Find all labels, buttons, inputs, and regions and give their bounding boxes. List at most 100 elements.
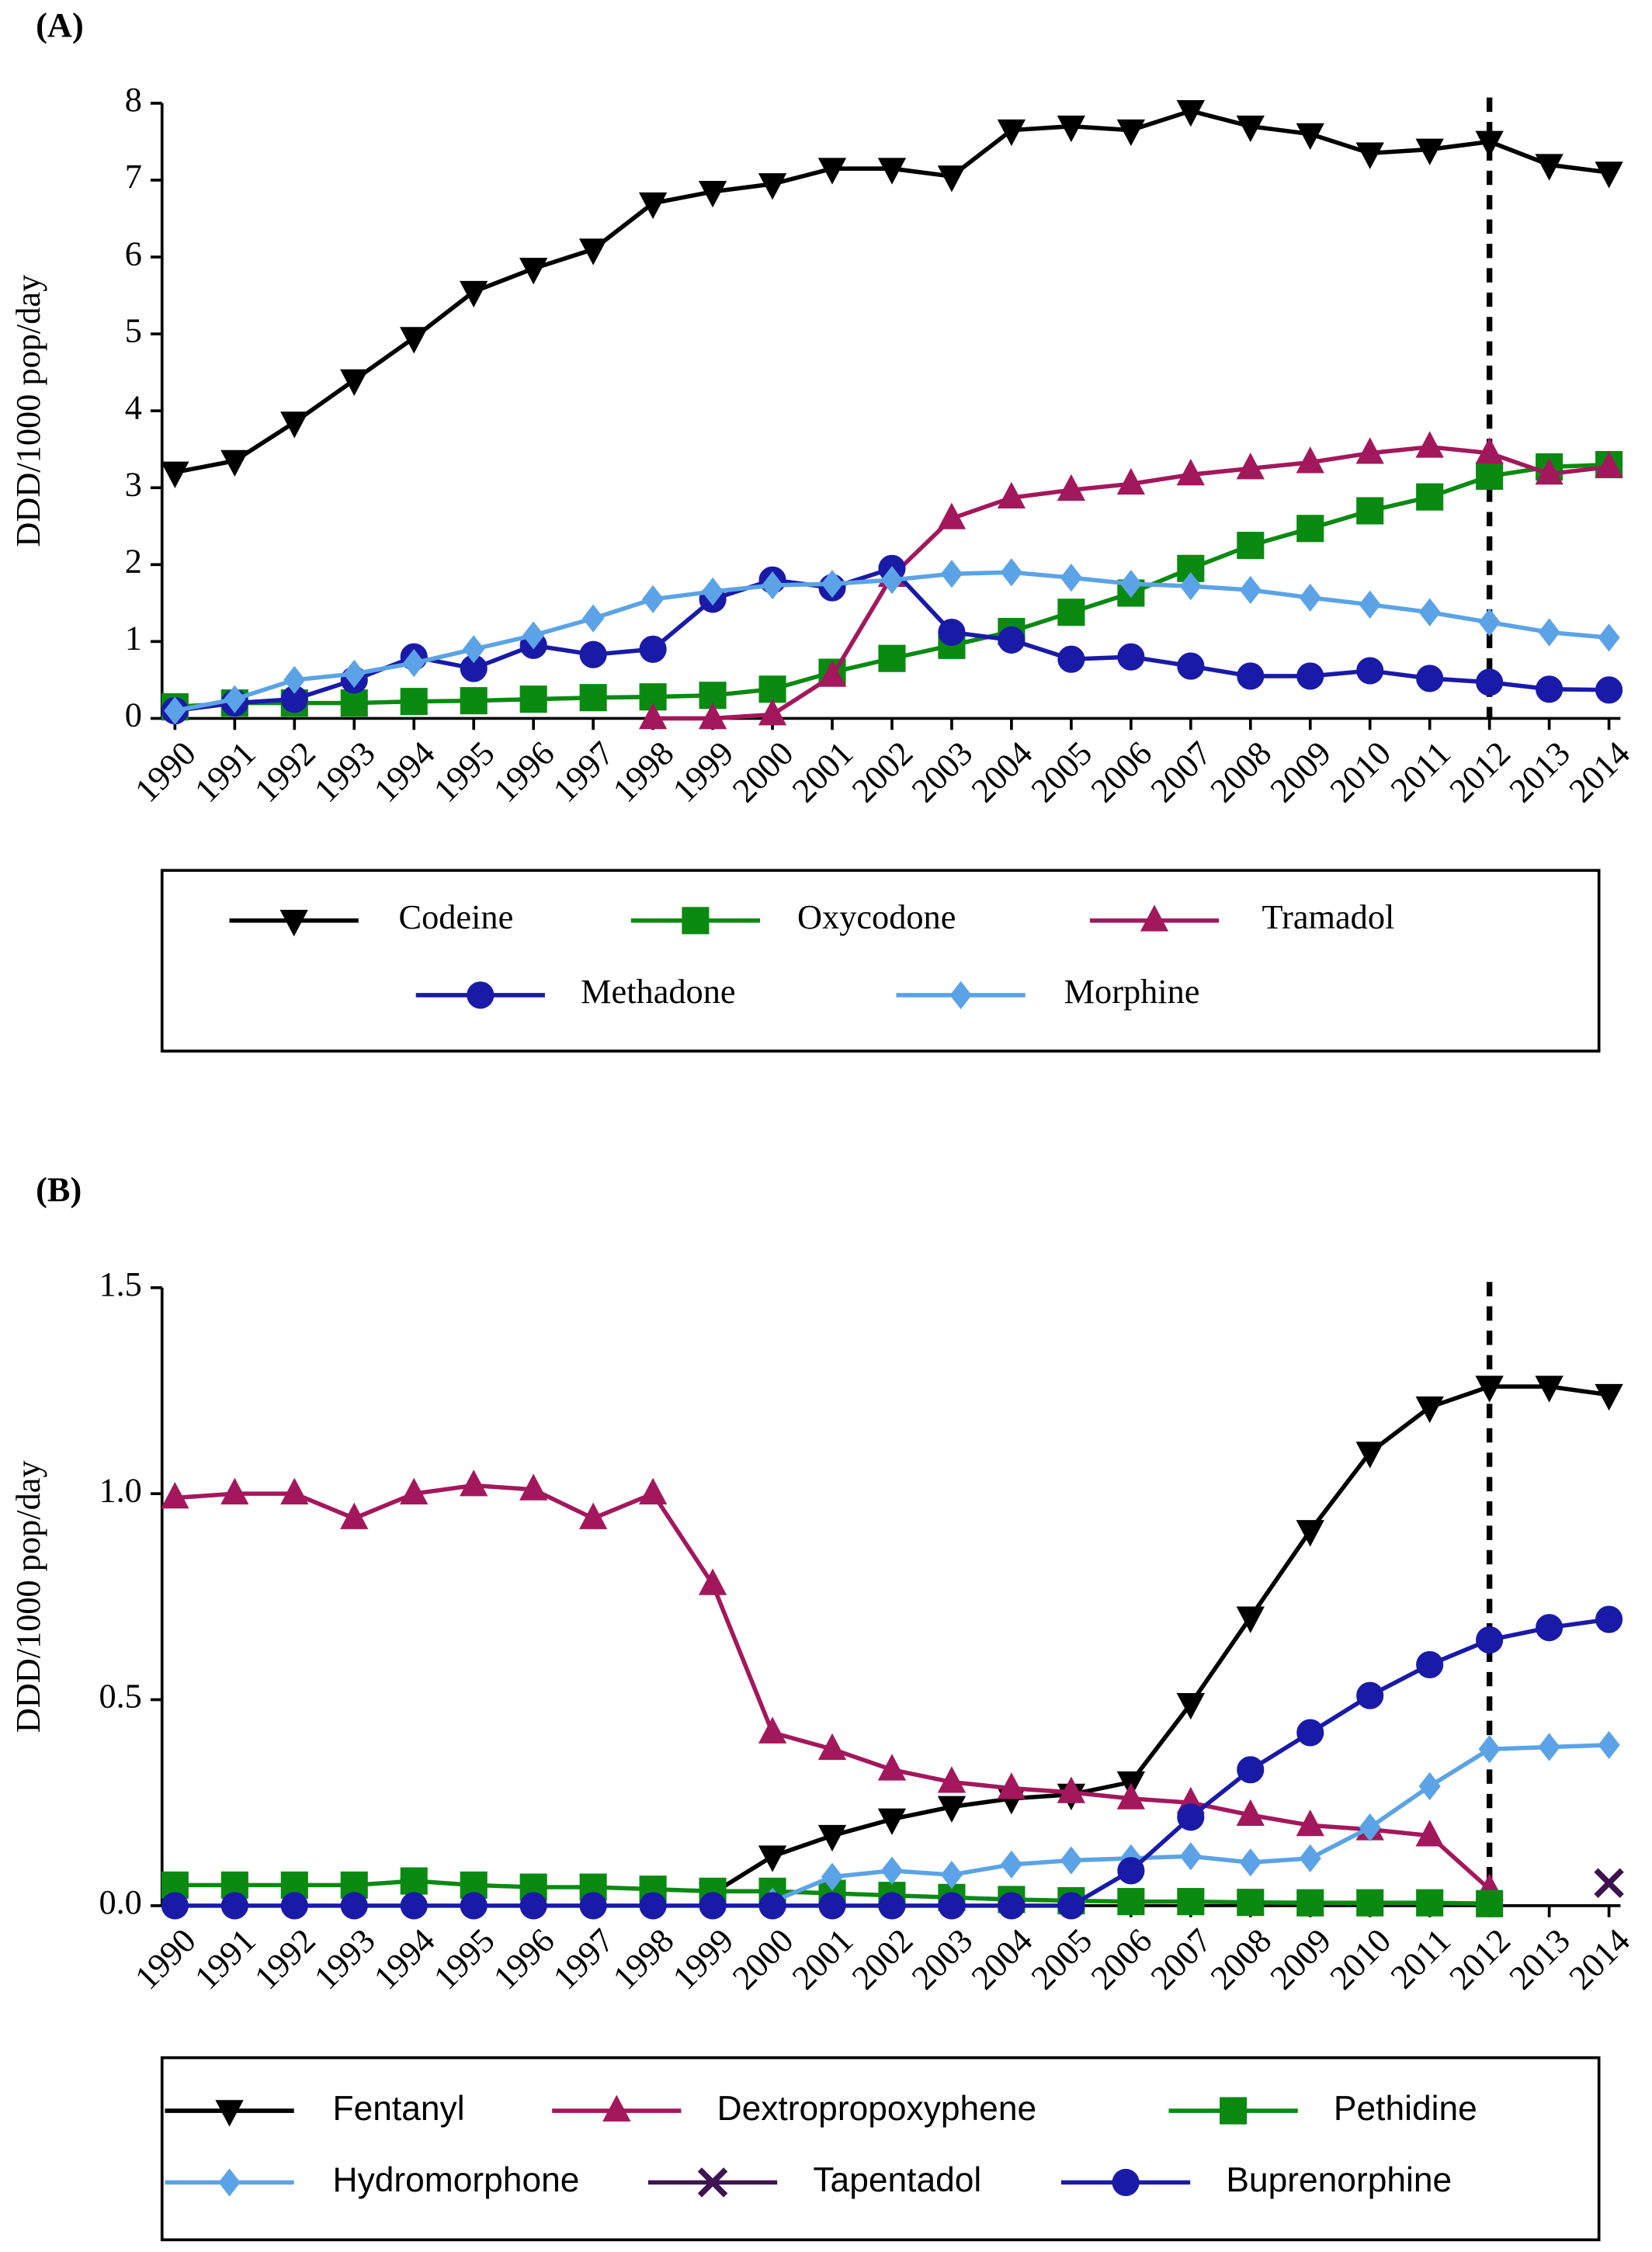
marker xyxy=(1140,904,1169,932)
x-tick-label: 1995 xyxy=(426,1921,502,1997)
marker xyxy=(400,688,428,716)
y-tick-label: 5 xyxy=(125,311,142,349)
x-tick-label: 2003 xyxy=(904,734,980,810)
marker xyxy=(1239,1848,1262,1877)
marker xyxy=(998,626,1026,654)
y-axis-label: DDD/1000 pop/day xyxy=(9,1460,47,1733)
marker xyxy=(224,685,246,713)
legend-label: Morphine xyxy=(1064,972,1200,1011)
marker xyxy=(1416,1650,1444,1678)
marker xyxy=(1000,1850,1023,1879)
marker xyxy=(880,1856,904,1885)
x-tick-label: 2008 xyxy=(1203,1921,1279,1997)
marker xyxy=(578,1502,608,1529)
marker xyxy=(1476,668,1504,696)
marker xyxy=(218,2168,241,2197)
x-tick-label: 2004 xyxy=(963,1921,1039,1997)
x-tick-label: 2010 xyxy=(1322,734,1398,810)
x-tick-label: 2000 xyxy=(724,734,800,810)
x-tick-label: 2001 xyxy=(784,734,860,810)
y-tick-label: 1 xyxy=(125,619,142,658)
y-tick-label: 0.0 xyxy=(99,1882,141,1921)
x-tick-label: 2009 xyxy=(1262,1921,1338,1997)
marker xyxy=(997,481,1026,509)
x-tick-label: 1996 xyxy=(486,734,562,810)
legend-label: Pethidine xyxy=(1334,2090,1477,2128)
marker xyxy=(638,192,668,220)
y-tick-label: 2 xyxy=(125,542,142,581)
marker xyxy=(1236,115,1265,143)
legend-box xyxy=(160,2056,1601,2242)
marker xyxy=(578,238,608,265)
marker xyxy=(997,119,1026,147)
marker xyxy=(1116,467,1146,495)
marker xyxy=(280,411,309,439)
marker xyxy=(1112,2168,1140,2196)
marker xyxy=(582,604,605,633)
marker xyxy=(1535,154,1564,181)
marker xyxy=(877,158,907,185)
x-tick-label: 2000 xyxy=(724,1921,800,1997)
y-axis-label: DDD/1000 pop/day xyxy=(9,275,47,547)
marker xyxy=(220,1477,249,1505)
x-tick-label: 1994 xyxy=(366,734,442,810)
marker xyxy=(340,369,369,397)
marker xyxy=(1416,664,1444,692)
marker xyxy=(758,1716,787,1744)
x-tick-label: 1997 xyxy=(546,734,622,810)
marker xyxy=(1060,564,1082,592)
marker xyxy=(1416,1889,1444,1917)
marker xyxy=(1535,457,1564,485)
marker xyxy=(1415,138,1444,165)
marker xyxy=(937,1796,967,1823)
marker xyxy=(758,1845,787,1872)
marker xyxy=(699,1892,727,1920)
y-tick-label: 6 xyxy=(125,234,142,272)
x-tick-label: 2005 xyxy=(1023,1921,1099,1997)
marker xyxy=(1595,1605,1623,1633)
marker xyxy=(161,1482,189,1509)
marker xyxy=(998,1892,1026,1920)
marker xyxy=(460,1470,488,1497)
marker xyxy=(579,684,607,712)
series-line xyxy=(711,1384,1609,1896)
marker xyxy=(639,1892,667,1920)
marker xyxy=(1418,598,1441,626)
marker xyxy=(639,635,667,663)
marker xyxy=(1236,1606,1265,1633)
x-tick-label: 1994 xyxy=(366,1921,442,1997)
marker xyxy=(1000,558,1023,587)
marker xyxy=(1538,1733,1560,1761)
marker xyxy=(817,1824,847,1852)
x-tick-label: 1996 xyxy=(486,1921,562,1997)
marker xyxy=(940,560,963,588)
marker xyxy=(1475,130,1504,158)
marker xyxy=(467,981,495,1009)
marker xyxy=(698,1568,727,1595)
x-tick-label: 1990 xyxy=(127,734,203,810)
marker xyxy=(1595,676,1623,704)
marker xyxy=(698,702,727,730)
marker xyxy=(1299,583,1321,612)
x-tick-label: 1990 xyxy=(127,1921,203,1997)
marker xyxy=(1356,1889,1384,1917)
marker xyxy=(579,640,607,668)
marker xyxy=(1536,675,1564,703)
marker xyxy=(1117,1888,1145,1916)
y-tick-label: 0.5 xyxy=(99,1677,141,1716)
legend-label: Dextropropoxyphene xyxy=(717,2090,1037,2128)
marker xyxy=(1595,1383,1623,1411)
x-tick-label: 2012 xyxy=(1442,734,1518,810)
marker xyxy=(340,1892,368,1920)
x-tick-label: 1991 xyxy=(187,1921,263,1997)
marker xyxy=(761,571,784,600)
marker xyxy=(1296,1520,1324,1547)
marker xyxy=(1475,437,1504,464)
legend-box xyxy=(160,869,1601,1053)
marker xyxy=(880,566,904,595)
x-tick-label: 1991 xyxy=(187,734,263,810)
marker xyxy=(519,1473,548,1501)
x-tick-label: 2010 xyxy=(1322,1921,1398,1997)
x-tick-label: 2006 xyxy=(1083,734,1159,810)
marker xyxy=(1057,645,1085,673)
